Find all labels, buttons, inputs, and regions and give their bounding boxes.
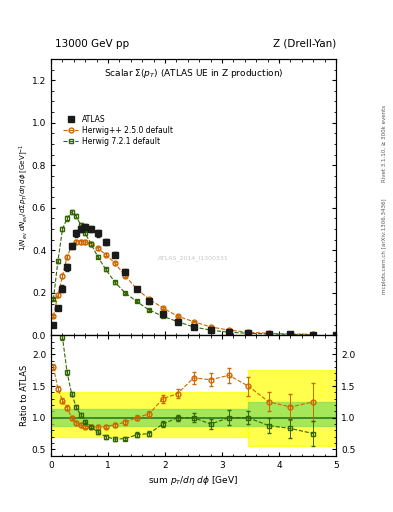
Text: ATLAS_2014_I1300331: ATLAS_2014_I1300331 bbox=[158, 255, 229, 261]
Text: Rivet 3.1.10, ≥ 300k events: Rivet 3.1.10, ≥ 300k events bbox=[382, 105, 387, 182]
Text: Scalar $\Sigma(p_T)$ (ATLAS UE in Z production): Scalar $\Sigma(p_T)$ (ATLAS UE in Z prod… bbox=[104, 67, 283, 80]
Text: Z (Drell-Yan): Z (Drell-Yan) bbox=[273, 38, 336, 49]
Legend: ATLAS, Herwig++ 2.5.0 default, Herwig 7.2.1 default: ATLAS, Herwig++ 2.5.0 default, Herwig 7.… bbox=[61, 113, 175, 148]
X-axis label: sum $p_T/d\eta\;d\phi$ [GeV]: sum $p_T/d\eta\;d\phi$ [GeV] bbox=[149, 474, 239, 487]
Y-axis label: Ratio to ATLAS: Ratio to ATLAS bbox=[20, 365, 29, 426]
Text: 13000 GeV pp: 13000 GeV pp bbox=[55, 38, 129, 49]
Y-axis label: $1/N_{ev}\;dN_{ev}/d\Sigma p_T/d\eta\;d\phi\;[\mathrm{GeV}]^{-1}$: $1/N_{ev}\;dN_{ev}/d\Sigma p_T/d\eta\;d\… bbox=[18, 143, 31, 251]
Text: mcplots.cern.ch [arXiv:1306.3436]: mcplots.cern.ch [arXiv:1306.3436] bbox=[382, 198, 387, 293]
